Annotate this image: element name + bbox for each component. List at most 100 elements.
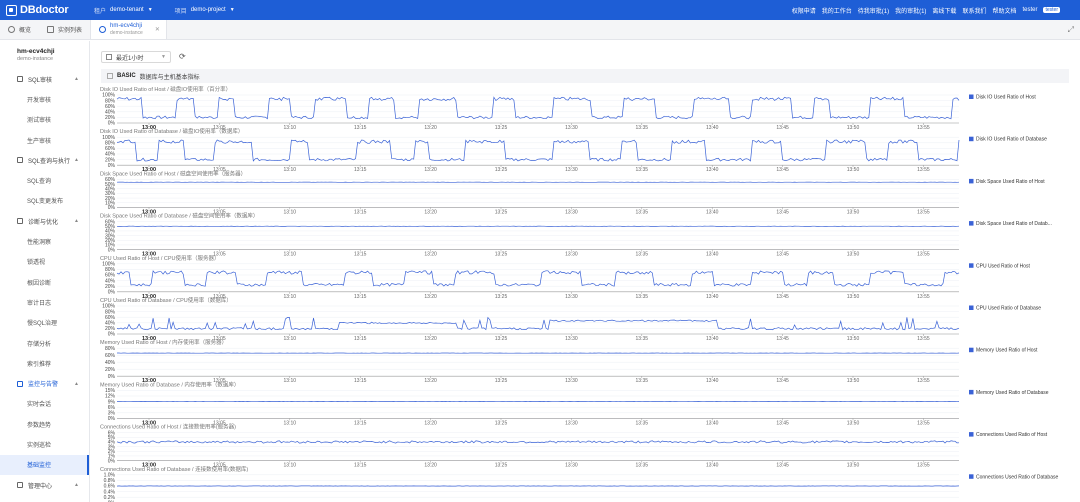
sidebar-item[interactable]: 测试审核 — [27, 118, 52, 125]
legend-label[interactable]: Disk IO Used Ratio of Host — [976, 95, 1036, 101]
sidebar-item[interactable]: 审计日志 — [27, 300, 52, 307]
x-tick-label: 13:20 — [424, 125, 437, 131]
x-tick-label: 13:25 — [495, 294, 508, 300]
sidebar-item[interactable]: 实例巡检 — [27, 442, 52, 449]
legend-label[interactable]: Connections Used Ratio of Database — [976, 474, 1058, 480]
legend-swatch[interactable] — [969, 94, 974, 100]
chart-title: Disk Space Used Ratio of Host / 磁盘空间使用率（… — [100, 169, 246, 177]
y-tick-label: 100% — [102, 93, 115, 99]
sidebar-group-diagnosis-optimize[interactable]: 诊断与优化 ▲ — [0, 211, 89, 231]
legend-swatch[interactable] — [969, 347, 974, 353]
tab-overview[interactable]: 概览 — [0, 20, 39, 39]
legend-label[interactable]: Disk IO Used Ratio of Database — [976, 137, 1047, 143]
time-range-value: 最近1小时 — [116, 55, 144, 62]
series-line[interactable] — [116, 270, 960, 287]
sidebar-group-management[interactable]: 管理中心 ▲ — [0, 475, 89, 495]
sidebar-item[interactable]: 基础监控 — [0, 454, 89, 475]
sidebar-item[interactable]: 存储分析 — [27, 341, 52, 348]
section-header[interactable]: BASIC 数据库与主机基本指标 — [101, 69, 1069, 83]
legend-label[interactable]: Connections Used Ratio of Host — [976, 432, 1048, 438]
chevron-up-icon: ▲ — [74, 76, 79, 83]
tenant-selector[interactable]: 租户 demo-tenant ▼ — [94, 6, 153, 15]
legend-swatch[interactable] — [969, 305, 974, 311]
x-tick-label: 13:40 — [706, 378, 719, 384]
sidebar-item[interactable]: 生产审核 — [27, 138, 52, 145]
logo-icon — [6, 4, 17, 16]
y-tick-label: 60% — [105, 104, 116, 110]
x-tick-label: 13:45 — [776, 209, 789, 215]
fullscreen-icon[interactable]: ⤢ — [1067, 24, 1074, 34]
legend-swatch[interactable] — [969, 221, 974, 226]
legend-label[interactable]: Disk Space Used Ratio of Host — [976, 179, 1045, 185]
tab-active-instance[interactable]: hm-ecv4chji demo-instance ✕ — [90, 20, 167, 39]
link-pending-approval[interactable]: 待我审批(1) — [857, 8, 890, 15]
x-tick-label: 13:05 — [213, 463, 226, 469]
x-tick-label: 13:15 — [354, 209, 367, 215]
user-name[interactable]: tester — [1022, 7, 1038, 13]
sidebar-group-monitor-alert[interactable]: 监控与告警 ▲ — [0, 373, 89, 393]
sidebar-item[interactable]: SQL变更发布 — [27, 199, 64, 206]
x-tick-label: 13:15 — [354, 294, 367, 300]
sidebar-item[interactable]: 根因诊断 — [27, 280, 52, 287]
legend-label[interactable]: CPU Used Ratio of Host — [976, 263, 1031, 269]
legend-label[interactable]: Memory Used Ratio of Host — [976, 348, 1038, 354]
tab-bar: 概览 实例列表 hm-ecv4chji demo-instance ✕ ⤢ — [0, 20, 1080, 40]
sidebar-item[interactable]: 索引推荐 — [27, 361, 52, 368]
legend-swatch[interactable] — [969, 263, 974, 268]
y-tick-label: 0% — [108, 163, 116, 169]
legend-label[interactable]: CPU Used Ratio of Database — [976, 306, 1041, 312]
series-line[interactable] — [116, 96, 960, 120]
project-value: demo-project — [190, 7, 226, 13]
sidebar-item[interactable]: 参数趋势 — [27, 422, 52, 429]
tab-instances[interactable]: 实例列表 — [39, 20, 90, 39]
y-tick-label: 9% — [108, 399, 116, 405]
legend-swatch[interactable] — [969, 136, 974, 142]
legend-swatch[interactable] — [969, 474, 974, 479]
y-tick-label: 50% — [105, 182, 116, 188]
sidebar-item[interactable]: SQL查询 — [27, 179, 52, 186]
sidebar-item[interactable]: 性能洞察 — [27, 240, 52, 247]
y-tick-label: 20% — [105, 115, 116, 121]
x-tick-label: 13:10 — [284, 167, 297, 173]
legend-swatch[interactable] — [969, 432, 974, 437]
link-my-approval[interactable]: 我的审批(1) — [895, 8, 927, 15]
sidebar: hm-ecv4chji demo-instance SQL审核 ▲ 开发审核 测试审核… — [0, 41, 90, 502]
y-tick-label: 0.4% — [104, 489, 116, 495]
x-tick-label: 13:50 — [847, 463, 860, 469]
y-tick-label: 3% — [108, 444, 116, 450]
sidebar-group-sql-audit[interactable]: SQL审核 ▲ — [0, 69, 89, 89]
time-range-select[interactable]: 最近1小时 ▼ — [101, 51, 171, 63]
sidebar-item[interactable]: 锁透视 — [27, 260, 46, 267]
link-help-docs[interactable]: 帮助文档 — [992, 8, 1017, 15]
series-line[interactable] — [116, 316, 960, 331]
x-tick-label: 13:10 — [284, 125, 297, 131]
x-tick-label: 13:05 — [213, 167, 226, 173]
x-tick-label: 13:50 — [847, 294, 860, 300]
close-icon[interactable]: ✕ — [154, 27, 160, 33]
legend-label[interactable]: Memory Used Ratio of Database — [976, 390, 1049, 396]
x-tick-label: 13:00 — [142, 378, 156, 384]
sidebar-item[interactable]: 元信息管理 — [0, 495, 89, 502]
link-contact-us[interactable]: 联系我们 — [962, 8, 987, 15]
sidebar-item[interactable]: 慢SQL治理 — [27, 321, 58, 328]
menu-group-icon — [17, 482, 23, 489]
project-selector[interactable]: 项目 demo-project ▼ — [175, 6, 235, 15]
sidebar-item[interactable]: 实时会话 — [27, 402, 52, 409]
dbdoctor-logo[interactable]: DBdoctor — [6, 4, 94, 16]
link-my-workbench[interactable]: 我的工作台 — [821, 8, 852, 15]
legend-swatch[interactable] — [969, 389, 974, 395]
legend-swatch[interactable] — [969, 178, 974, 184]
legend-label[interactable]: Disk Space Used Ratio of Datab... — [976, 221, 1052, 227]
series-line[interactable] — [116, 440, 960, 444]
sidebar-item[interactable]: 开发审核 — [27, 97, 52, 104]
x-tick-label: 13:30 — [565, 463, 578, 469]
x-tick-label: 13:50 — [847, 252, 860, 258]
link-permission-request[interactable]: 权限申请 — [791, 8, 816, 15]
link-offline-download[interactable]: 离线下载 — [932, 8, 957, 15]
refresh-icon[interactable]: ⟳ — [179, 52, 186, 61]
series-line[interactable] — [116, 139, 960, 162]
x-tick-label: 13:00 — [142, 125, 156, 131]
y-tick-label: 40% — [105, 360, 116, 366]
chart-3: Disk Space Used Ratio of Database / 磁盘空间… — [100, 212, 1052, 258]
sidebar-group-sql-query-exec[interactable]: SQL查询与执行 ▲ — [0, 150, 89, 170]
